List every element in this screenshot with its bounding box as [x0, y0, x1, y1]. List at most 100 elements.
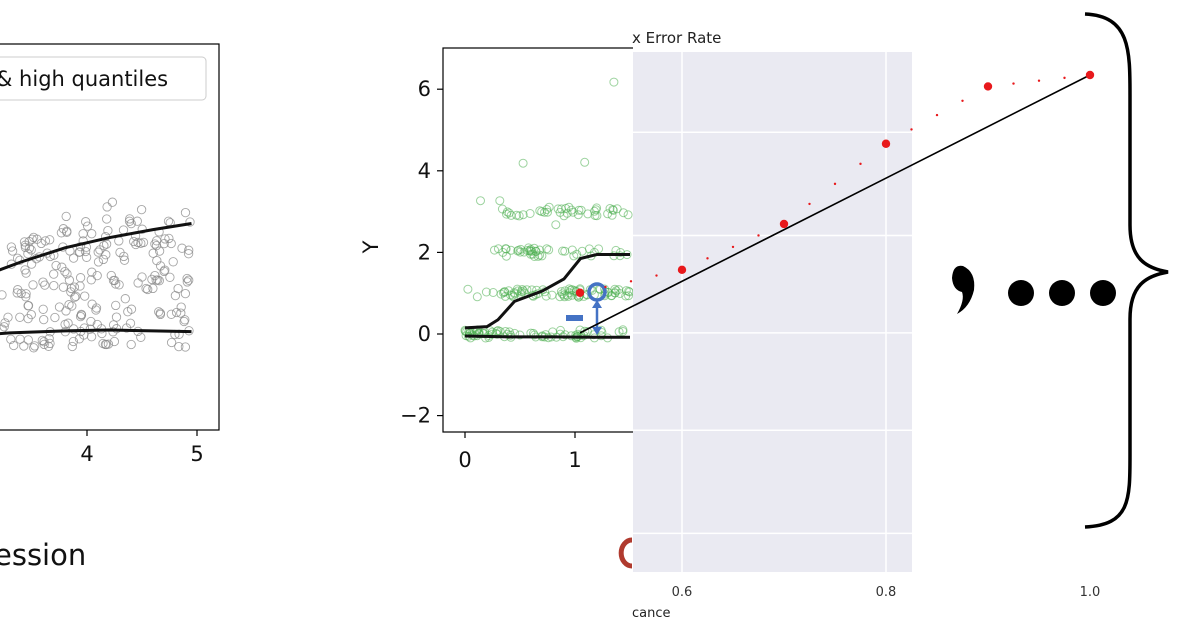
- scatter-point: [514, 211, 524, 221]
- x-tick-label: 0.6: [672, 585, 693, 600]
- connector-dot: [910, 128, 913, 131]
- scatter-point: [98, 338, 108, 349]
- scatter-point: [542, 244, 552, 254]
- reference-diagonal-line: [579, 74, 1091, 334]
- scatter-point: [20, 240, 30, 250]
- scatter-point: [616, 248, 625, 257]
- scatter-point: [605, 204, 615, 213]
- scatter-point: [126, 218, 136, 229]
- scatter-point: [463, 284, 473, 294]
- scatter-point: [476, 196, 485, 206]
- scatter-point: [69, 282, 80, 292]
- scatter-point: [21, 292, 31, 302]
- scatter-point: [6, 334, 16, 344]
- scatter-point: [556, 287, 566, 297]
- scatter-point: [44, 333, 54, 344]
- scatter-point: [56, 228, 67, 238]
- scatter-point: [560, 246, 570, 256]
- scatter-point: [125, 214, 135, 224]
- scatter-point: [551, 220, 561, 230]
- scatter-point: [119, 251, 129, 262]
- scatter-point: [544, 245, 554, 255]
- scatter-point: [170, 290, 181, 301]
- scatter-point: [180, 288, 191, 299]
- panel2-minus-icon: [566, 315, 583, 321]
- error-rate-point: [575, 288, 585, 297]
- high-quantile-line: [0, 222, 192, 272]
- connector-dot: [604, 285, 607, 289]
- scatter-point: [79, 323, 90, 333]
- panel1-legend: [0, 56, 207, 101]
- scatter-point: [148, 248, 158, 258]
- scatter-point: [133, 237, 143, 248]
- scatter-point: [129, 236, 139, 247]
- scatter-point: [70, 292, 80, 302]
- scatter-point: [99, 240, 109, 251]
- panel2-red-glyph-fragment: [618, 537, 633, 569]
- scatter-point: [9, 340, 19, 351]
- scatter-point: [567, 205, 576, 215]
- scatter-point: [60, 266, 70, 277]
- scatter-point: [166, 337, 177, 348]
- scatter-point: [560, 330, 570, 340]
- scatter-point: [154, 276, 164, 286]
- ellipsis-dot-2: [1049, 280, 1075, 306]
- scatter-point: [121, 323, 132, 333]
- panel2-ticks: 6 4 2 0 −2 0 1: [400, 77, 582, 472]
- scatter-point: [64, 300, 74, 310]
- scatter-point: [182, 277, 192, 287]
- scatter-point: [126, 304, 137, 314]
- panel1-caption: ession: [0, 538, 86, 572]
- scatter-point: [12, 288, 22, 298]
- scatter-point: [109, 336, 120, 347]
- scatter-point: [19, 341, 29, 351]
- scatter-point: [566, 285, 575, 295]
- scatter-point: [93, 257, 104, 267]
- scatter-point: [62, 227, 72, 237]
- scatter-point: [81, 217, 91, 227]
- scatter-point: [492, 329, 502, 339]
- comma-glyph: [952, 265, 975, 314]
- scatter-point: [180, 315, 190, 325]
- panel2-quantile-lines: [464, 252, 630, 339]
- scatter-point: [80, 246, 91, 257]
- scatter-point: [160, 265, 170, 275]
- scatter-point: [103, 225, 113, 236]
- scatter-point: [555, 292, 565, 302]
- scatter-point: [154, 246, 165, 256]
- scatter-point: [103, 339, 114, 349]
- scatter-point: [98, 254, 109, 265]
- high-quantile-line: [464, 252, 630, 330]
- scatter-point: [19, 237, 30, 247]
- scatter-point: [176, 302, 186, 312]
- scatter-point: [28, 280, 38, 290]
- scatter-point: [591, 205, 601, 215]
- scatter-point: [58, 224, 69, 234]
- scatter-point: [111, 300, 121, 311]
- scatter-point: [13, 285, 23, 295]
- scatter-point: [111, 279, 121, 289]
- scatter-point: [543, 207, 552, 217]
- scatter-point: [43, 341, 54, 351]
- scatter-point: [580, 157, 590, 167]
- scatter-point: [592, 211, 602, 221]
- connector-dot: [808, 202, 811, 206]
- scatter-point: [493, 326, 503, 335]
- connector-dot: [961, 99, 964, 102]
- scatter-point: [26, 245, 36, 255]
- connector-dot: [655, 274, 658, 277]
- panel-3: 0.6 0.8 1.0 x Error Rate cance: [575, 0, 1100, 630]
- scatter-point: [522, 285, 532, 295]
- scatter-point: [574, 205, 584, 215]
- scatter-point: [7, 246, 18, 256]
- scatter-point: [87, 229, 97, 239]
- scatter-point: [168, 257, 178, 267]
- ellipsis-dot-3: [1090, 280, 1116, 306]
- panel3-gridlines: [633, 52, 1091, 626]
- connector-dot: [629, 280, 633, 283]
- x-tick-label: 0: [458, 448, 471, 472]
- scatter-point: [137, 224, 147, 234]
- scatter-point: [493, 244, 503, 254]
